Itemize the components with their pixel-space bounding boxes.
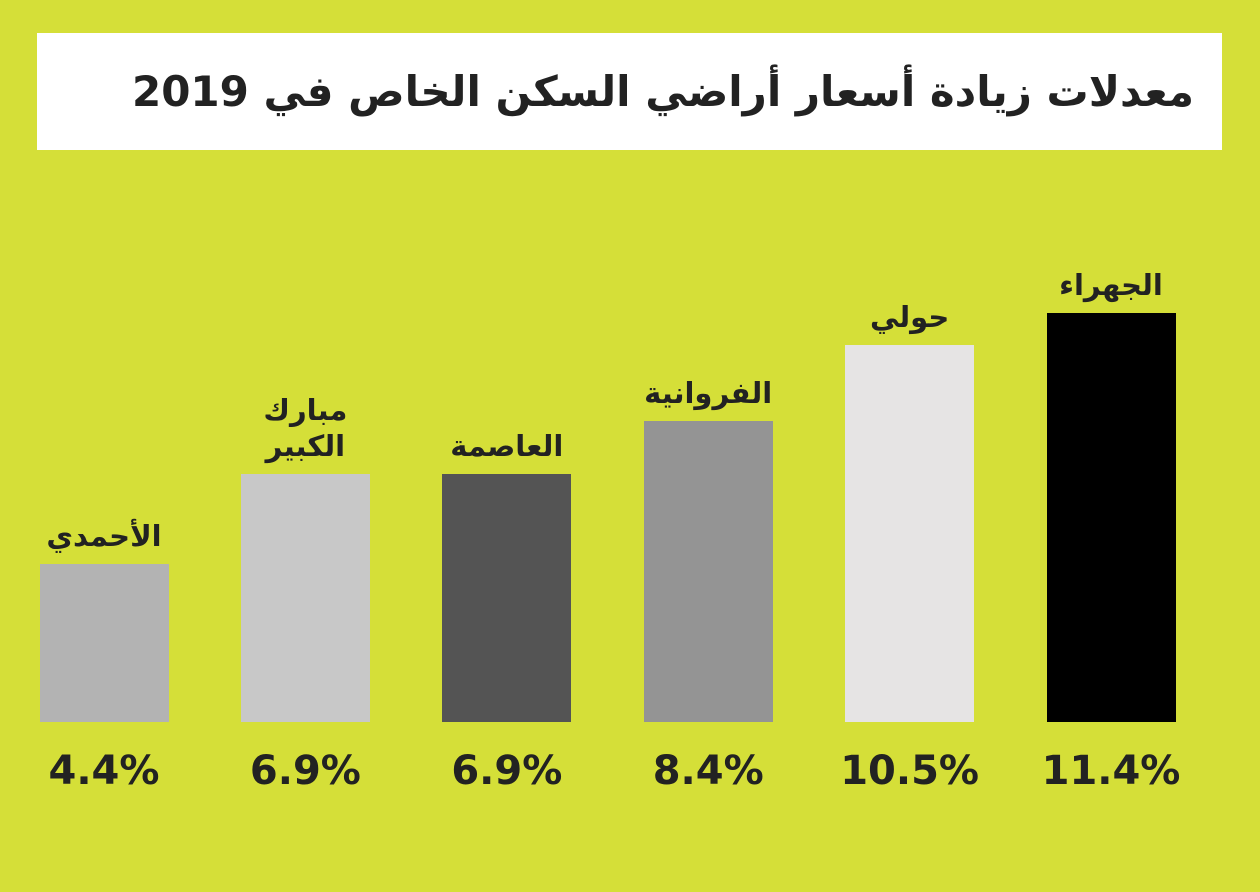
category-label: مبارك الكبير [245,392,365,464]
bar [442,474,572,722]
value-label: 10.5% [840,748,979,794]
category-label: حولي [850,299,970,335]
category-text: العاصمة [450,429,564,464]
value-label: 6.9% [249,748,361,794]
chart-title: معدلات زيادة أسعار أراضي السكن الخاص في … [131,67,1194,116]
category-label: الفروانية [644,375,772,411]
value-label: 4.4% [48,748,160,794]
bar [643,420,773,722]
category-label: العاصمة [447,428,567,464]
value-label: 8.4% [652,748,764,794]
category-text: الفروانية [644,375,773,410]
value-label: 11.4% [1041,748,1181,794]
category-text: الأحمدي [46,519,162,554]
bar [240,474,370,722]
category-text: مبارك الكبير [263,393,348,464]
title-box: معدلات زيادة أسعار أراضي السكن الخاص في … [37,33,1222,150]
category-text: حولي [869,300,950,335]
category-label: الجهراء [1051,267,1171,303]
bar [845,345,975,722]
category-text: الجهراء [1059,268,1163,302]
bar [39,564,169,722]
bar [1046,313,1176,722]
value-label: 6.9% [451,748,563,794]
category-label: الأحمدي [44,518,164,554]
